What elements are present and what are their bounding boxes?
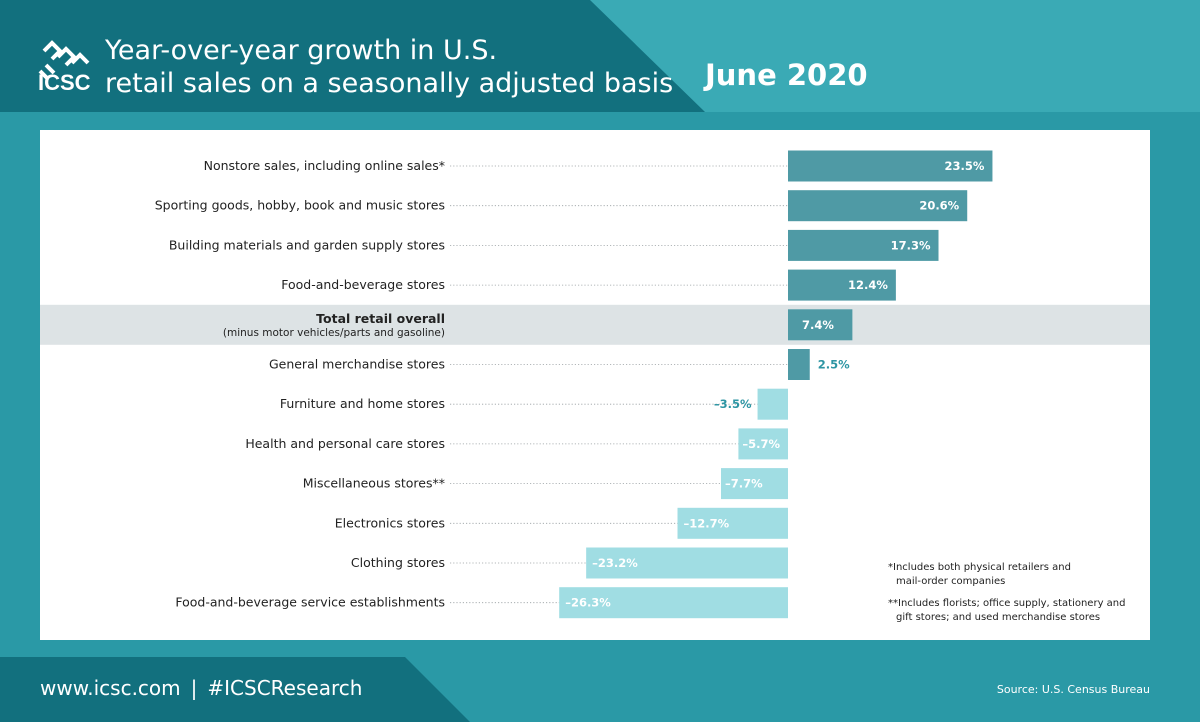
value-label: –12.7%: [684, 516, 730, 530]
value-label: 23.5%: [945, 159, 985, 173]
value-label: 20.6%: [919, 199, 959, 213]
value-label: 2.5%: [818, 358, 850, 372]
bar: [757, 388, 788, 420]
footnote-text: gift stores; and used merchandise stores: [896, 612, 1100, 623]
category-label: Total retail overall: [316, 311, 445, 326]
bar: [788, 269, 896, 301]
category-sublabel: (minus motor vehicles/parts and gasoline…: [223, 327, 445, 339]
category-label: Sporting goods, hobby, book and music st…: [155, 198, 445, 213]
bar: [788, 229, 939, 261]
bar: [738, 428, 788, 460]
title-line-2: retail sales on a seasonally adjusted ba…: [105, 68, 674, 99]
chart-title: Year-over-year growth in U.S. retail sal…: [105, 34, 674, 100]
footnote-text: *Includes both physical retailers and: [888, 562, 1071, 573]
bar: [677, 507, 788, 539]
footer-dark-shape: [0, 657, 470, 722]
website-link[interactable]: www.icsc.com: [40, 676, 181, 700]
category-label: Food-and-beverage stores: [281, 277, 445, 292]
footer-links: www.icsc.com | #ICSCResearch: [40, 676, 362, 700]
logo-text: ICSC: [38, 70, 91, 95]
chart-panel: Nonstore sales, including online sales* 2…: [40, 130, 1150, 640]
category-label: Health and personal care stores: [245, 436, 445, 451]
footnote-text: mail-order companies: [896, 576, 1005, 587]
bar: [788, 349, 810, 380]
footnote-text: **Includes florists; office supply, stat…: [888, 598, 1126, 609]
value-label: –7.7%: [725, 477, 763, 491]
bar: [788, 190, 968, 222]
footer-separator: |: [190, 676, 198, 700]
source-note: Source: U.S. Census Bureau: [996, 683, 1150, 696]
bar: [788, 309, 853, 341]
bar: [586, 547, 788, 579]
value-label: –5.7%: [742, 437, 780, 451]
value-label: –3.5%: [714, 397, 752, 411]
value-label: –23.2%: [592, 556, 638, 570]
value-label: 17.3%: [891, 238, 931, 252]
title-line-1: Year-over-year growth in U.S.: [105, 35, 498, 66]
category-label: Food-and-beverage service establishments: [175, 595, 445, 610]
category-label: Building materials and garden supply sto…: [169, 237, 445, 252]
bar-chart: Nonstore sales, including online sales* 2…: [40, 150, 1150, 623]
icsc-logo-icon: [38, 40, 90, 81]
header-dark-shape: [0, 0, 705, 112]
category-label: Clothing stores: [351, 555, 445, 570]
value-label: –26.3%: [565, 596, 611, 610]
bar: [788, 150, 993, 182]
highlight-band: [40, 304, 1150, 345]
header-accent-shape: [560, 0, 1200, 112]
category-label: Nonstore sales, including online sales*: [204, 158, 445, 173]
hashtag-link[interactable]: #ICSCResearch: [207, 676, 363, 700]
value-label: 12.4%: [848, 278, 888, 292]
category-label: Miscellaneous stores**: [303, 476, 445, 491]
chart-date: June 2020: [705, 58, 868, 92]
value-label: 7.4%: [802, 318, 834, 332]
header-band: [0, 0, 1200, 112]
category-label: Electronics stores: [335, 515, 445, 530]
bar: [559, 587, 788, 619]
footer-band: [0, 657, 470, 722]
category-label: Furniture and home stores: [280, 396, 445, 411]
bar: [721, 468, 788, 500]
category-label: General merchandise stores: [269, 357, 445, 372]
